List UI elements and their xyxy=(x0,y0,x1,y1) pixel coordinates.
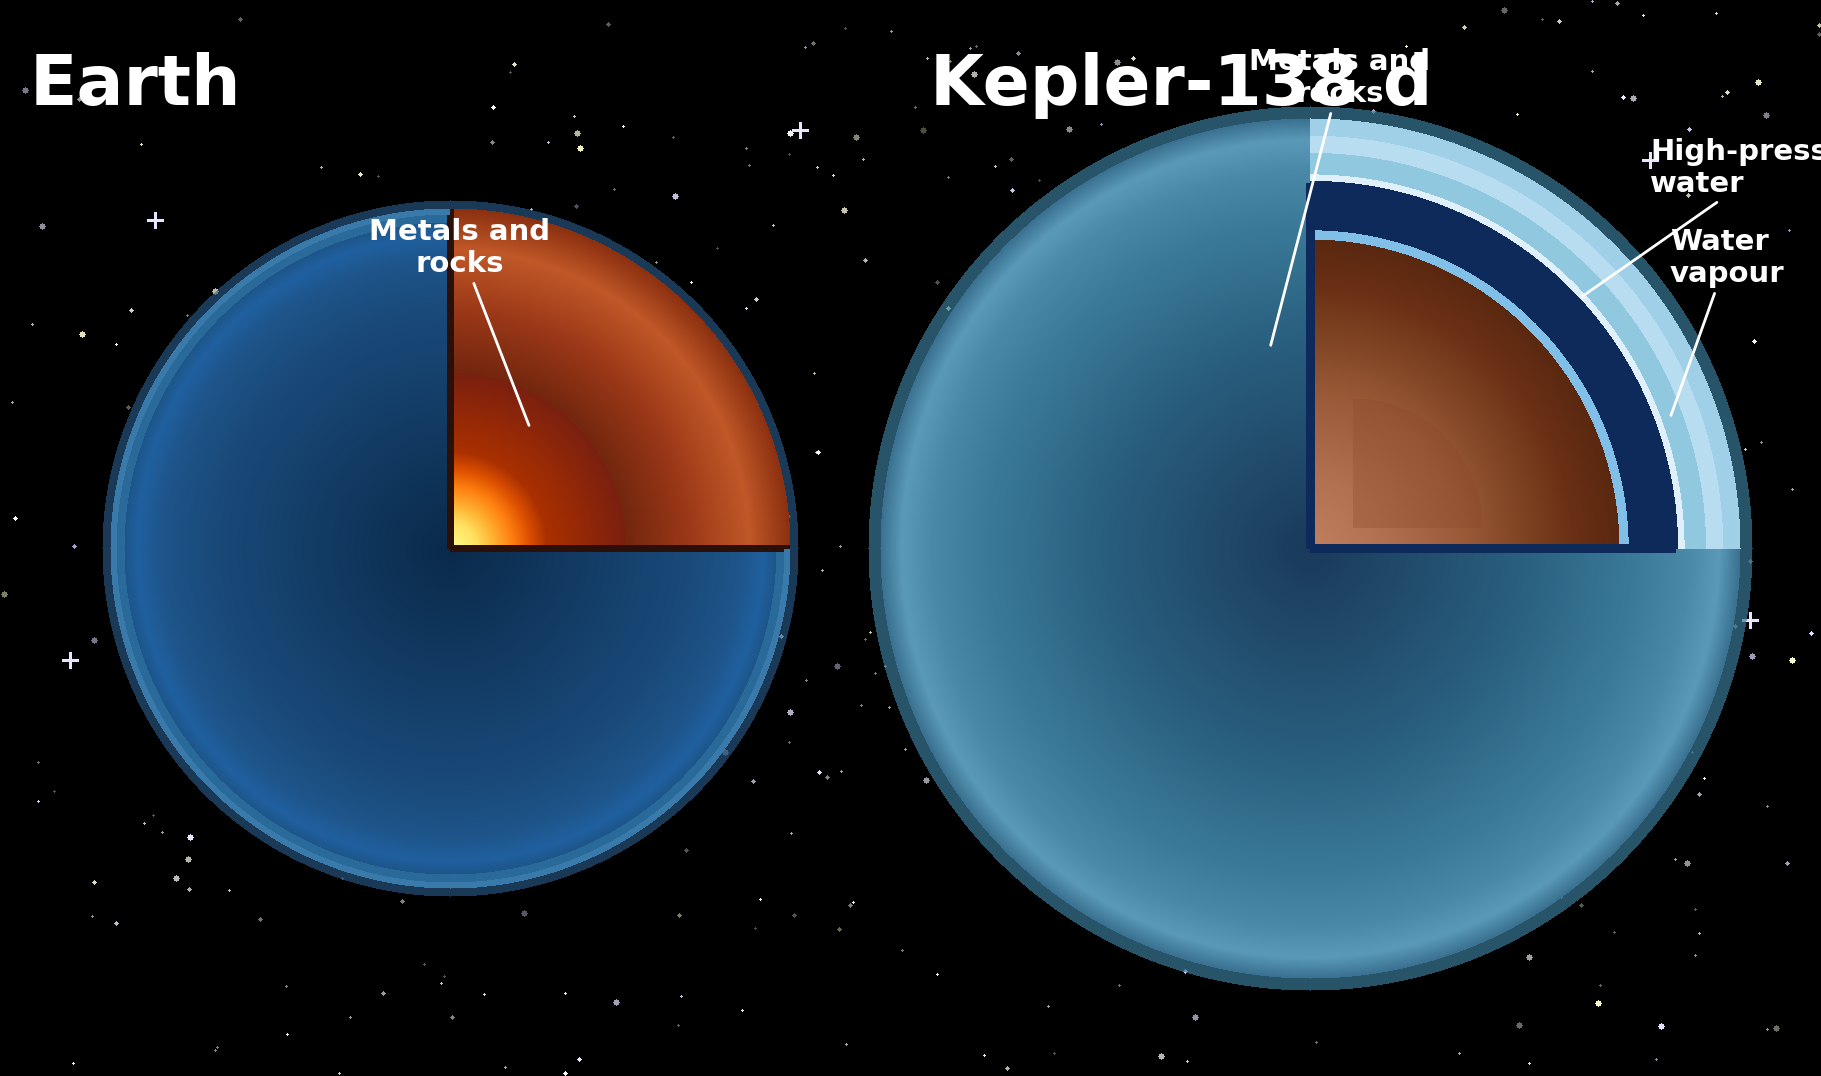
Text: Metals and
rocks: Metals and rocks xyxy=(370,217,550,425)
Text: Water
vapour: Water vapour xyxy=(1670,228,1785,415)
Text: Metals and
rocks: Metals and rocks xyxy=(1249,47,1431,345)
Text: Earth: Earth xyxy=(29,52,242,119)
Text: Kepler-138 d: Kepler-138 d xyxy=(931,52,1433,119)
Text: High-pressure
water: High-pressure water xyxy=(1582,138,1821,296)
